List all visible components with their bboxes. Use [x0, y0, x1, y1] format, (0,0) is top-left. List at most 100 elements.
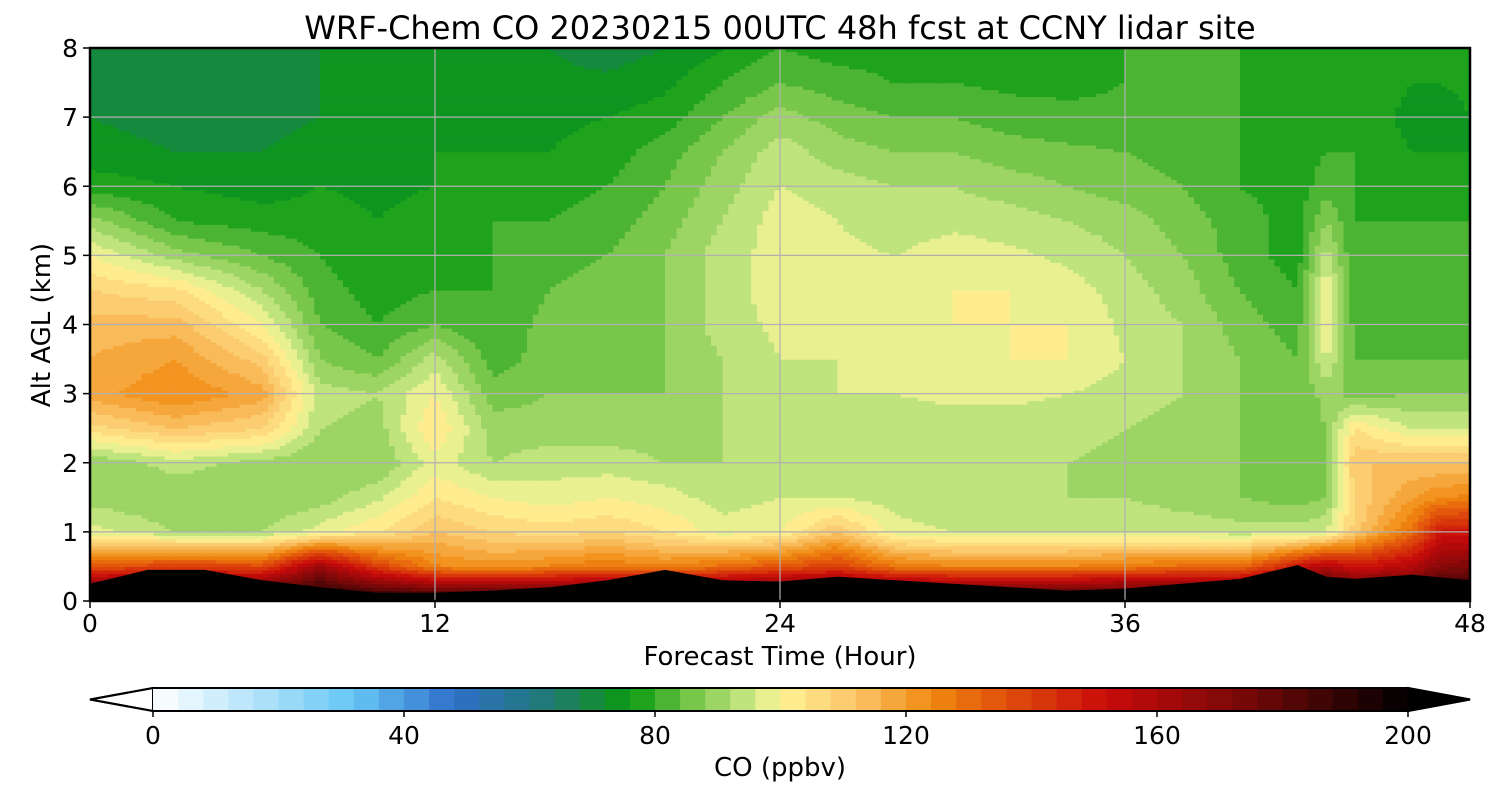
heatmap-cell — [153, 262, 160, 267]
heatmap-cell — [205, 103, 212, 108]
heatmap-cell — [256, 283, 264, 288]
heatmap-cell — [256, 262, 264, 267]
heatmap-cell — [199, 407, 206, 412]
heatmap-cell — [210, 51, 218, 56]
heatmap-cell — [141, 338, 149, 343]
heatmap-cell — [245, 473, 252, 478]
heatmap-cell — [159, 445, 166, 450]
heatmap-cell — [101, 96, 108, 101]
heatmap-cell — [233, 262, 241, 267]
heatmap-cell — [113, 162, 120, 167]
heatmap-cell — [210, 213, 218, 218]
heatmap-cell — [95, 75, 103, 80]
heatmap-cell — [210, 435, 218, 440]
heatmap-cell — [118, 186, 126, 191]
heatmap-cell — [228, 172, 235, 177]
heatmap-cell — [118, 307, 126, 312]
heatmap-cell — [199, 393, 206, 398]
heatmap-cell — [153, 127, 160, 132]
heatmap-cell — [205, 369, 212, 374]
heatmap-cell — [205, 238, 212, 243]
heatmap-cell — [170, 352, 177, 357]
heatmap-cell — [107, 144, 114, 149]
heatmap-cell — [233, 255, 241, 260]
heatmap-cell — [256, 352, 264, 357]
heatmap-cell — [205, 331, 212, 336]
heatmap-cell — [101, 296, 108, 301]
heatmap-cell — [107, 327, 114, 333]
heatmap-cell — [90, 79, 97, 84]
heatmap-cell — [193, 435, 200, 440]
heatmap-cell — [256, 331, 264, 336]
heatmap-cell — [205, 217, 212, 222]
heatmap-cell — [170, 293, 177, 298]
heatmap-cell — [170, 528, 177, 533]
heatmap-cell — [205, 383, 212, 388]
heatmap-cell — [193, 535, 200, 540]
heatmap-cell — [141, 497, 149, 502]
heatmap-cell — [107, 96, 114, 101]
heatmap-cell — [141, 172, 149, 177]
heatmap-cell — [170, 359, 177, 364]
heatmap-cell — [239, 238, 246, 243]
heatmap-cell — [159, 562, 166, 568]
heatmap-cell — [228, 386, 235, 391]
heatmap-cell — [233, 445, 241, 450]
heatmap-cell — [233, 72, 241, 77]
heatmap-cell — [193, 476, 200, 481]
heatmap-cell — [228, 369, 235, 374]
heatmap-cell — [239, 369, 246, 374]
heatmap-cell — [245, 86, 252, 91]
heatmap-cell — [210, 300, 218, 305]
heatmap-cell — [193, 480, 200, 485]
heatmap-cell — [147, 162, 154, 167]
heatmap-cell — [101, 307, 108, 312]
heatmap-cell — [205, 314, 212, 319]
heatmap-cell — [256, 535, 264, 540]
heatmap-cell — [193, 507, 200, 512]
heatmap-cell — [95, 58, 103, 63]
heatmap-cell — [147, 68, 154, 73]
heatmap-cell — [256, 141, 264, 146]
heatmap-cell — [182, 293, 189, 298]
heatmap-cell — [210, 172, 218, 177]
heatmap-cell — [159, 220, 166, 225]
heatmap-cell — [141, 414, 149, 419]
heatmap-cell — [187, 251, 195, 256]
heatmap-cell — [251, 511, 258, 516]
heatmap-cell — [239, 531, 246, 536]
heatmap-cell — [95, 310, 103, 315]
heatmap-cell — [159, 210, 166, 215]
heatmap-cell — [101, 383, 108, 388]
heatmap-cell — [210, 210, 218, 215]
heatmap-cell — [251, 58, 258, 63]
heatmap-cell — [205, 317, 212, 322]
heatmap-cell — [216, 227, 223, 232]
heatmap-cell — [251, 289, 258, 294]
heatmap-cell — [153, 272, 160, 277]
heatmap-cell — [153, 486, 160, 491]
heatmap-cell — [113, 573, 120, 578]
heatmap-cell — [251, 573, 258, 578]
heatmap-cell — [182, 521, 189, 526]
heatmap-cell — [199, 359, 206, 364]
heatmap-cell — [256, 559, 264, 564]
heatmap-cell — [101, 445, 108, 450]
heatmap-cell — [199, 175, 206, 180]
heatmap-cell — [262, 213, 269, 218]
heatmap-cell — [187, 130, 195, 136]
heatmap-cell — [141, 217, 149, 222]
heatmap-cell — [228, 189, 235, 194]
heatmap-cell — [95, 369, 103, 374]
heatmap-cell — [176, 455, 183, 460]
heatmap-cell — [187, 58, 195, 63]
heatmap-cell — [262, 127, 269, 132]
heatmap-cell — [216, 552, 223, 557]
heatmap-cell — [245, 120, 252, 125]
heatmap-cell — [130, 410, 137, 415]
heatmap-cell — [176, 507, 183, 512]
heatmap-cell — [124, 162, 131, 167]
heatmap-cell — [268, 511, 275, 516]
heatmap-cell — [199, 300, 206, 305]
heatmap-cell — [118, 286, 126, 291]
